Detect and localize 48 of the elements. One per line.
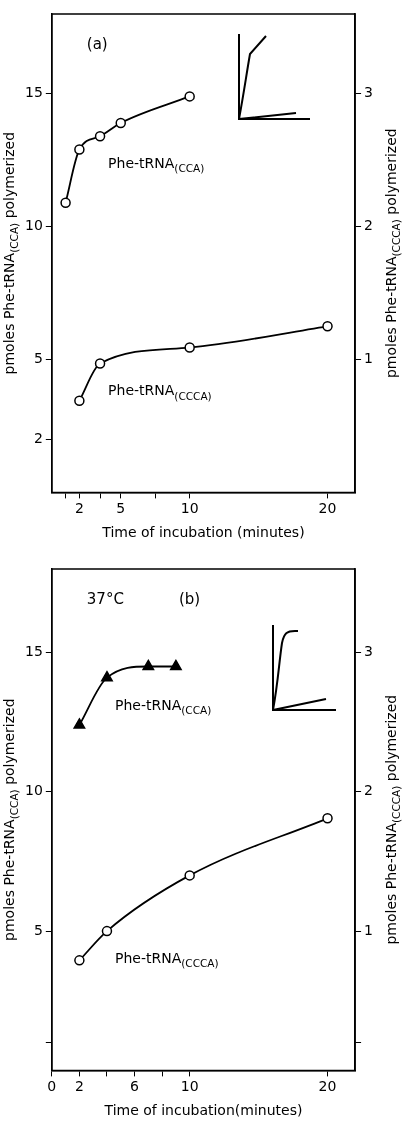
annotation: 37°C [86,590,124,608]
y-tick-label: 2 [33,429,43,446]
x-tick-label: 20 [318,1078,337,1095]
x-axis-title: Time of incubation (minutes) [101,524,305,541]
y2-axis-title: pmoles Phe-tRNA(CCCA) polymerized [383,128,402,379]
y-tick-label: 15 [24,84,43,101]
y-axis-title: pmoles Phe-tRNA(CCA) polymerized [1,698,21,941]
x-tick-label: 5 [116,500,126,517]
point [184,870,195,881]
point [115,117,126,129]
point [74,955,85,966]
point [142,659,155,671]
point [322,321,333,332]
y-tick-label: 15 [24,643,43,660]
x-tick-label: 2 [74,1078,84,1095]
x-tick-label: 10 [180,500,199,517]
y-tick-label: 10 [24,217,43,234]
x-tick-label: 20 [318,500,337,517]
point [169,659,182,671]
y2-tick-label: 1 [364,350,374,367]
x-tick-label: 0 [47,1078,57,1095]
x-tick-label: 2 [74,500,84,517]
y-tick-label: 5 [33,921,43,938]
x-axis-title: Time of incubation(minutes) [103,1102,303,1119]
y-tick-label: 10 [24,782,43,799]
y-tick-label: 5 [33,350,43,367]
point [101,925,113,937]
y2-tick-label: 2 [364,782,374,799]
y-axis-title: pmoles Phe-tRNA(CCA) polymerized [1,131,21,375]
annotation: (b) [178,590,201,608]
y2-axis-title: pmoles Phe-tRNA(CCCA) polymerized [383,694,402,945]
point [322,813,333,824]
y2-tick-label: 3 [364,84,374,101]
point [94,131,106,142]
x-tick-label: 10 [180,1078,199,1095]
point [73,718,86,729]
annotation: (a) [86,35,108,53]
point [74,395,85,406]
point [184,91,195,102]
point [184,342,195,353]
y2-tick-label: 3 [364,643,374,660]
point [60,197,71,208]
point [74,144,85,155]
point [94,358,106,369]
point [101,670,113,682]
x-tick-label: 6 [130,1078,140,1095]
y2-tick-label: 1 [364,921,374,938]
y2-tick-label: 2 [364,217,374,234]
